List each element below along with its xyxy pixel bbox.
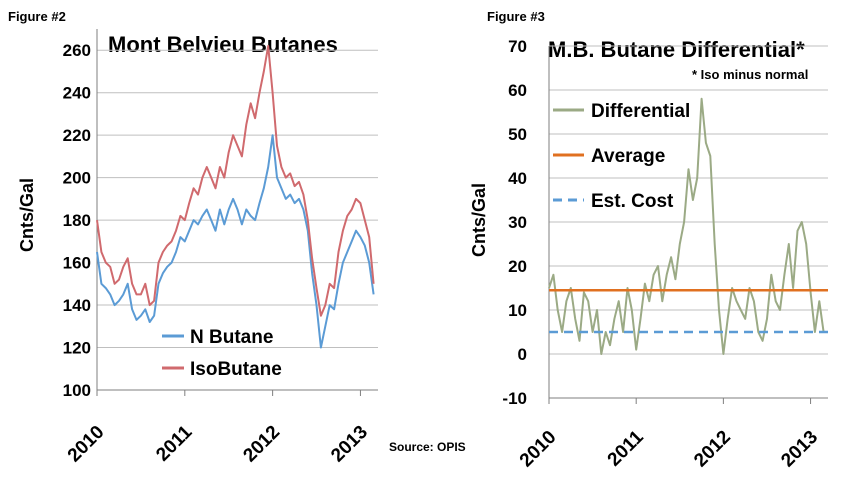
figure3-y-tick-label: -10 [502, 389, 527, 408]
figure2-series-n-butane [96, 134, 375, 349]
figure3-x-tick-label: 2013 [777, 427, 822, 472]
figure3-y-tick-label: 0 [518, 345, 527, 364]
figure2-y-tick-label: 120 [63, 339, 91, 358]
figure2-label: Figure #2 [8, 9, 66, 24]
figure2-plot: 100 120 140 160 180 200 220 240 260 2010 2011 2012 2… [63, 29, 378, 466]
figure2-series-isobutane [96, 45, 375, 317]
figure3-x-tick-label: 2010 [516, 427, 561, 472]
figure2-y-tick-label: 140 [63, 296, 91, 315]
figure3-y-tick-label: 70 [508, 37, 527, 56]
figure2-y-tick-label: 160 [63, 254, 91, 273]
figure2-y-tick-label: 100 [63, 381, 91, 400]
figure3-legend-label: Est. Cost [591, 191, 674, 212]
figure2-y-tick-label: 220 [63, 126, 91, 145]
figure3-legend-label: Average [591, 146, 665, 167]
figure3-y-axis-label: Cnts/Gal [469, 183, 489, 257]
figure3-y-tick-label: 50 [508, 125, 527, 144]
figure2-x-tick-label: 2013 [327, 422, 372, 467]
figure2-y-tick-label: 200 [63, 169, 91, 188]
figure2-y-tick-label: 260 [63, 41, 91, 60]
figure3-series-differential [548, 97, 825, 355]
figure3-subtitle: * Iso minus normal [692, 67, 808, 82]
figure2-x-tick-label: 2011 [152, 421, 196, 465]
figure2-title: Mont Belvieu Butanes [108, 32, 338, 57]
figure3-y-tick-label: 30 [508, 213, 527, 232]
figure3-label: Figure #3 [487, 9, 545, 24]
figure2-legend-label: IsoButane [190, 359, 282, 380]
figure2-y-axis-label: Cnts/Gal [17, 178, 37, 252]
figure3-y-tick-label: 10 [508, 301, 527, 320]
source-note: Source: OPIS [389, 440, 466, 454]
figure3-plot: -10 0 10 20 30 40 50 60 70 2010 2011 2012 2013 Differ… [502, 37, 828, 471]
figure3-y-tick-label: 60 [508, 81, 527, 100]
figure3-x-tick-label: 2011 [604, 426, 648, 470]
figure3-legend-label: Differential [591, 101, 690, 122]
figure3-y-tick-label: 20 [508, 257, 527, 276]
figure2-y-tick-label: 240 [63, 84, 91, 103]
figure2-legend-label: N Butane [190, 327, 273, 348]
figure2-x-tick-label: 2010 [64, 422, 109, 467]
figure3-y-tick-label: 40 [508, 169, 527, 188]
figure2-x-tick-label: 2012 [239, 422, 284, 467]
figure3-x-tick-label: 2012 [690, 427, 735, 472]
figure3-title: M.B. Butane Differential* [548, 37, 805, 62]
figure2-y-tick-label: 180 [63, 211, 91, 230]
